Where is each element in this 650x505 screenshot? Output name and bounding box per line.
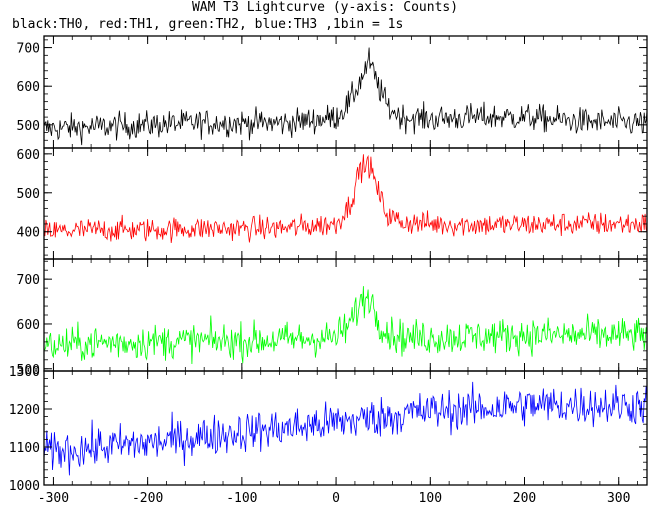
panel-th2: 500 600 700 bbox=[17, 258, 648, 378]
chart-subtitle: black:TH0, red:TH1, green:TH2, blue:TH3 … bbox=[12, 17, 404, 32]
x-axis: -300 -200 -100 0 100 200 300 bbox=[38, 491, 631, 505]
y-tick-label: 600 bbox=[17, 80, 40, 95]
panel-th3: 1000 1100 1200 1300 bbox=[9, 365, 648, 494]
x-tick-label: 100 bbox=[419, 491, 442, 505]
y-tick-label: 500 bbox=[17, 363, 40, 378]
y-tick-label: 1000 bbox=[9, 479, 40, 494]
x-tick-label: 0 bbox=[332, 491, 340, 505]
series-line-th2 bbox=[44, 286, 647, 365]
y-tick-label: 700 bbox=[17, 42, 40, 57]
y-tick-label: 700 bbox=[17, 273, 40, 288]
panel-frame bbox=[43, 147, 648, 260]
x-tick-label: -100 bbox=[226, 491, 257, 505]
chart-title: WAM T3 Lightcurve (y-axis: Counts) bbox=[191, 0, 459, 15]
y-tick-label: 1100 bbox=[9, 441, 40, 456]
series-line-th1 bbox=[44, 154, 647, 244]
y-tick-label: 600 bbox=[17, 148, 40, 163]
panel-th1: 400 500 600 bbox=[17, 147, 648, 260]
panel-th0: 500 600 700 bbox=[17, 35, 648, 149]
series-line-th0 bbox=[44, 47, 647, 146]
x-tick-label: -200 bbox=[132, 491, 163, 505]
y-tick-label: 1300 bbox=[9, 365, 40, 380]
x-tick-label: -300 bbox=[38, 491, 69, 505]
y-tick-label: 500 bbox=[17, 119, 40, 134]
x-tick-label: 300 bbox=[607, 491, 630, 505]
series-line-th3 bbox=[44, 381, 647, 476]
panels-group: 5006007004005006005006007001000110012001… bbox=[9, 35, 648, 494]
x-tick-label: 200 bbox=[513, 491, 536, 505]
panel-frame bbox=[43, 370, 648, 486]
y-tick-label: 600 bbox=[17, 318, 40, 333]
y-tick-label: 500 bbox=[17, 187, 40, 202]
y-tick-label: 1200 bbox=[9, 403, 40, 418]
y-tick-label: 400 bbox=[17, 226, 40, 241]
panel-frame bbox=[43, 258, 648, 372]
